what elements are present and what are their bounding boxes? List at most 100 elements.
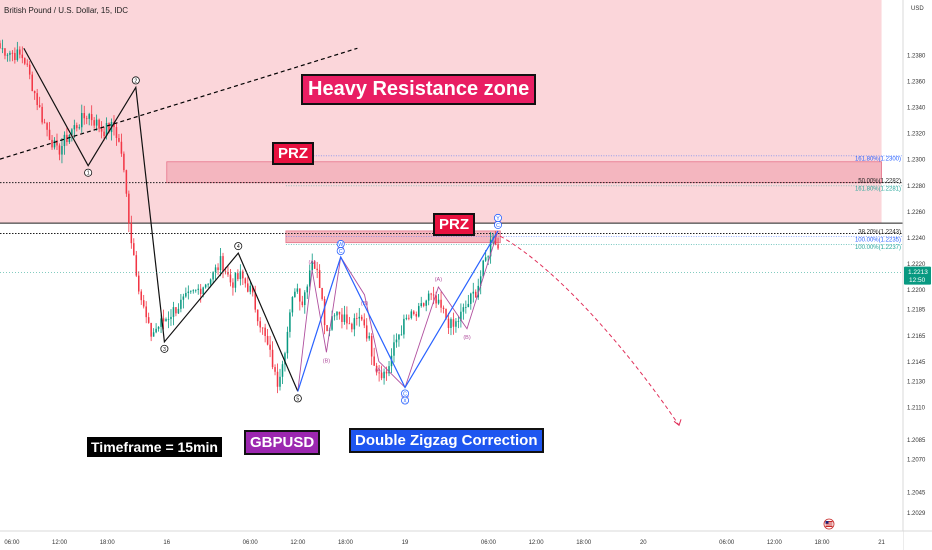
candle-12 xyxy=(28,60,31,80)
candle-body xyxy=(242,271,244,279)
candle-147 xyxy=(363,313,366,329)
price-tick-12: 1.2145 xyxy=(907,360,926,366)
candle-162 xyxy=(400,325,403,336)
wave-marker xyxy=(160,344,169,353)
zigzag-label-W: W xyxy=(336,240,345,248)
candle-body xyxy=(323,299,326,326)
candle-body xyxy=(452,319,455,327)
time-axis[interactable]: 06:00 12:00 18:00 16 06:00 12:00 18:00 19 06:00 1… xyxy=(0,518,932,550)
candle-body xyxy=(229,274,232,283)
candle-101 xyxy=(249,282,252,295)
candle-body xyxy=(336,311,338,316)
candle-body xyxy=(204,284,207,288)
candle-body xyxy=(393,342,395,356)
candle-141 xyxy=(348,316,351,325)
time-tick-13: 12:00 xyxy=(767,540,783,546)
candle-10 xyxy=(24,57,26,66)
candle-30 xyxy=(73,119,76,139)
candle-151 xyxy=(373,347,375,366)
candle-169 xyxy=(417,302,420,318)
candle-155 xyxy=(383,368,385,385)
candle-150 xyxy=(370,333,373,365)
candle-32 xyxy=(78,124,81,130)
candle-49 xyxy=(120,133,123,157)
candle-116 xyxy=(286,326,289,359)
candle-body xyxy=(247,283,249,292)
candle-17 xyxy=(41,103,43,125)
candle-112 xyxy=(276,363,279,394)
candle-body xyxy=(353,318,356,330)
candle-body xyxy=(172,307,175,317)
candle-80 xyxy=(197,284,199,295)
price-tick-3: 1.2320 xyxy=(907,132,926,138)
candle-9 xyxy=(21,46,24,64)
wave-marker xyxy=(293,394,302,403)
prz-zone-upper xyxy=(166,161,882,184)
candle-body xyxy=(28,64,31,75)
candle-13 xyxy=(31,71,33,92)
candle-body xyxy=(160,318,162,327)
candle-body xyxy=(53,140,56,148)
time-tick-11: 20 xyxy=(640,540,647,546)
candle-183 xyxy=(452,312,455,335)
candle-body xyxy=(375,365,378,373)
candle-body xyxy=(115,127,118,138)
sub-wave-label-0-0: (A) xyxy=(308,260,316,266)
wave-marker-text: C xyxy=(496,223,500,229)
candle-106 xyxy=(261,327,264,335)
candle-63 xyxy=(155,323,157,334)
fib-label-2: 161.80%(1.2281) xyxy=(855,186,901,192)
candle-body xyxy=(51,139,53,148)
candle-189 xyxy=(467,294,470,308)
candle-body xyxy=(321,288,323,300)
candle-body xyxy=(170,316,172,320)
candle-body xyxy=(395,339,398,343)
candle-body xyxy=(422,303,425,306)
candle-198 xyxy=(489,232,492,264)
candle-168 xyxy=(415,311,418,321)
wave-marker-text: 4 xyxy=(237,244,240,250)
time-tick-10: 18:00 xyxy=(576,540,592,546)
candle-body xyxy=(415,314,418,317)
candle-152 xyxy=(375,362,378,376)
symbol-title: British Pound / U.S. Dollar, 15, IDC xyxy=(4,6,129,15)
candle-body xyxy=(6,54,9,56)
candle-81 xyxy=(199,283,202,303)
candle-179 xyxy=(442,305,445,314)
candle-body xyxy=(351,323,353,330)
candle-body xyxy=(123,153,125,171)
candle-body xyxy=(281,364,284,377)
price-tick-1: 1.2360 xyxy=(907,79,926,85)
candle-body xyxy=(81,113,83,128)
candle-body xyxy=(61,146,63,155)
candle-body xyxy=(1,48,4,50)
time-tick-3: 16 xyxy=(163,540,170,546)
candle-body xyxy=(333,315,336,317)
candle-1 xyxy=(1,39,4,54)
candle-39 xyxy=(95,114,98,131)
candle-body xyxy=(467,303,470,308)
candle-body xyxy=(266,335,269,345)
candle-body xyxy=(202,287,204,295)
candle-body xyxy=(130,223,133,244)
candle-65 xyxy=(160,314,162,334)
candle-body xyxy=(190,290,192,292)
candle-96 xyxy=(237,269,239,282)
pair-label: GBPUSD xyxy=(244,430,321,455)
candle-body xyxy=(487,256,489,258)
candle-body xyxy=(120,141,123,154)
candle-body xyxy=(316,268,318,271)
candle-139 xyxy=(343,305,346,325)
candle-body xyxy=(165,319,167,322)
candle-74 xyxy=(182,293,185,309)
candle-24 xyxy=(58,143,61,161)
candle-140 xyxy=(346,306,348,330)
candle-120 xyxy=(296,283,299,294)
candle-40 xyxy=(98,118,100,133)
candle-153 xyxy=(378,364,380,382)
time-tick-4: 06:00 xyxy=(243,540,259,546)
candle-body xyxy=(150,322,152,337)
candle-89 xyxy=(219,247,222,277)
